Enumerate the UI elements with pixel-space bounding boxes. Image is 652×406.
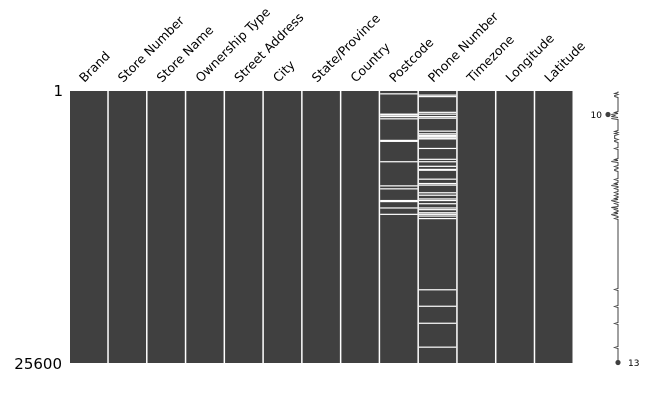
missing-mark-phone-number xyxy=(418,322,457,324)
missing-mark-postcode xyxy=(380,161,418,163)
missing-mark-phone-number xyxy=(418,215,457,217)
missing-mark-phone-number xyxy=(418,138,457,140)
column-bar-postcode xyxy=(380,91,418,363)
missing-mark-postcode xyxy=(380,93,418,95)
column-bar-ownership-type xyxy=(186,91,224,363)
column-bar-country xyxy=(341,91,379,363)
missing-mark-phone-number xyxy=(418,133,457,135)
missing-mark-phone-number xyxy=(418,169,457,171)
missing-mark-postcode xyxy=(380,113,418,115)
missing-mark-postcode xyxy=(380,185,418,187)
completeness-sparkline: 10 13 xyxy=(591,91,639,369)
column-bar-longitude xyxy=(496,91,534,363)
row-labels: 1 25600 xyxy=(14,82,63,373)
missing-mark-phone-number xyxy=(418,212,457,214)
column-label: State/Province xyxy=(309,10,384,85)
missing-mark-phone-number xyxy=(418,209,457,211)
column-bar-timezone xyxy=(457,91,495,363)
missing-mark-phone-number xyxy=(418,137,457,139)
missing-mark-phone-number xyxy=(418,130,457,132)
sparkline-min-marker xyxy=(605,111,611,118)
missing-mark-phone-number xyxy=(418,134,457,136)
missing-mark-phone-number xyxy=(418,198,457,200)
sparkline-line xyxy=(611,91,620,363)
missing-mark-phone-number xyxy=(418,158,457,160)
missing-mark-phone-number xyxy=(418,165,457,167)
sparkline-max-marker xyxy=(615,359,621,366)
missing-mark-phone-number xyxy=(418,199,457,202)
missing-mark-phone-number xyxy=(418,168,457,170)
missing-mark-postcode xyxy=(380,200,418,203)
sparkline-max-label: 13 xyxy=(628,359,639,369)
missing-mark-postcode xyxy=(380,213,418,215)
missing-mark-postcode xyxy=(380,115,418,118)
missing-mark-postcode xyxy=(380,199,418,202)
column-label: Store Number xyxy=(115,12,188,85)
missing-mark-phone-number xyxy=(418,346,457,348)
missing-mark-phone-number xyxy=(418,184,457,186)
column-label: Brand xyxy=(76,48,113,85)
missing-mark-phone-number xyxy=(418,182,457,185)
missing-mark-phone-number xyxy=(418,161,457,163)
missing-mark-phone-number xyxy=(418,111,457,113)
missing-mark-phone-number xyxy=(418,117,457,119)
missing-mark-phone-number xyxy=(418,207,457,209)
column-bar-phone-number xyxy=(418,91,457,363)
missing-mark-phone-number xyxy=(418,192,457,194)
row-tick-label-first: 1 xyxy=(53,82,63,100)
missing-mark-postcode xyxy=(380,188,418,190)
missing-mark-phone-number xyxy=(418,203,457,205)
missing-mark-phone-number xyxy=(418,147,457,150)
column-bar-store-number xyxy=(108,91,147,363)
missing-mark-phone-number xyxy=(418,135,457,137)
missing-mark-postcode xyxy=(380,114,418,116)
missing-mark-postcode xyxy=(380,139,418,141)
column-bar-city xyxy=(263,91,302,363)
missing-mark-phone-number xyxy=(418,289,457,291)
missing-mark-phone-number xyxy=(418,213,457,215)
missing-mark-postcode xyxy=(380,118,418,120)
missing-mark-postcode xyxy=(380,140,418,142)
missing-mark-phone-number xyxy=(418,178,457,180)
missing-mark-phone-number xyxy=(418,113,457,115)
matrix-area xyxy=(70,91,573,363)
column-bar-brand xyxy=(70,91,108,363)
missing-mark-phone-number xyxy=(418,115,457,118)
missing-mark-postcode xyxy=(380,207,418,209)
missing-mark-phone-number xyxy=(418,96,457,98)
column-bar-latitude xyxy=(535,91,573,363)
missing-mark-phone-number xyxy=(418,194,457,196)
column-bar-street-address xyxy=(225,91,263,363)
sparkline-min-label: 10 xyxy=(591,111,603,121)
column-bar-state-province xyxy=(302,91,340,363)
column-label: Street Address xyxy=(231,10,306,85)
missing-mark-phone-number xyxy=(418,305,457,307)
column-label: City xyxy=(270,57,298,85)
missing-mark-phone-number xyxy=(418,217,457,220)
column-bar-store-name xyxy=(147,91,185,363)
row-tick-label-last: 25600 xyxy=(14,355,62,373)
missing-mark-phone-number xyxy=(418,94,457,96)
